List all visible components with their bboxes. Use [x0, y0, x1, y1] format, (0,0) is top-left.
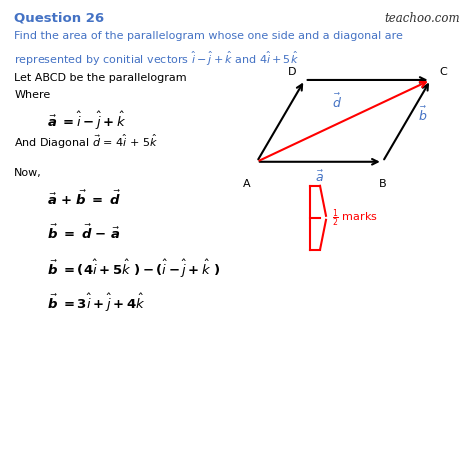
- Text: And Diagonal $\vec{d}$ = $4\hat{i}$ + $5\hat{k}$: And Diagonal $\vec{d}$ = $4\hat{i}$ + $5…: [14, 133, 158, 151]
- Text: $\vec{\boldsymbol{a}}$ $\boldsymbol{+}$ $\vec{\boldsymbol{b}}$ $\boldsymbol{=}$ : $\vec{\boldsymbol{a}}$ $\boldsymbol{+}$ …: [47, 190, 122, 208]
- Text: Now,: Now,: [14, 168, 42, 178]
- Text: $\vec{\boldsymbol{b}}$ $\boldsymbol{= 3\hat{i} + \hat{j} + 4\hat{k}}$: $\vec{\boldsymbol{b}}$ $\boldsymbol{= 3\…: [47, 292, 146, 314]
- Text: $\frac{1}{2}$ marks: $\frac{1}{2}$ marks: [332, 207, 378, 228]
- Text: Let ABCD be the parallelogram: Let ABCD be the parallelogram: [14, 73, 187, 83]
- Text: teachoo.com: teachoo.com: [384, 12, 460, 25]
- Text: Find the area of the parallelogram whose one side and a diagonal are: Find the area of the parallelogram whose…: [14, 31, 403, 41]
- Text: represented by conitial vectors $\hat{i} - \hat{j} + \hat{k}$ and $4\hat{i} + 5\: represented by conitial vectors $\hat{i}…: [14, 50, 299, 68]
- Text: $\vec{d}$: $\vec{d}$: [332, 93, 342, 111]
- Text: Question 26: Question 26: [14, 12, 104, 25]
- Text: $\vec{b}$: $\vec{b}$: [418, 106, 428, 124]
- Text: $\vec{a}$: $\vec{a}$: [315, 170, 325, 185]
- Text: D: D: [288, 67, 296, 77]
- Text: C: C: [439, 67, 447, 77]
- Text: $\vec{\boldsymbol{a}}$ $\boldsymbol{= \hat{i} - \hat{j} + \hat{k}}$: $\vec{\boldsymbol{a}}$ $\boldsymbol{= \h…: [47, 110, 127, 132]
- Text: $\vec{\boldsymbol{b}}$ $\boldsymbol{=}$ $\vec{\boldsymbol{d}}$ $\boldsymbol{-}$ : $\vec{\boldsymbol{b}}$ $\boldsymbol{=}$ …: [47, 224, 121, 242]
- Text: B: B: [379, 179, 386, 190]
- Text: A: A: [243, 179, 251, 190]
- Text: $\vec{\boldsymbol{b}}$ $\boldsymbol{= (4\hat{i} + 5\hat{k}\ ) - (\hat{i} - \hat{: $\vec{\boldsymbol{b}}$ $\boldsymbol{= (4…: [47, 258, 221, 280]
- Text: Where: Where: [14, 90, 50, 100]
